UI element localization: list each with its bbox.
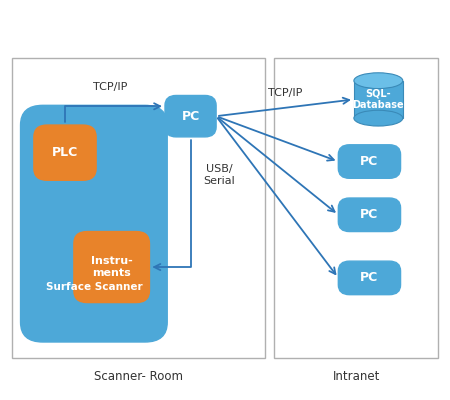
Text: PC: PC xyxy=(360,272,378,284)
FancyBboxPatch shape xyxy=(34,125,96,180)
Text: Surface Scanner: Surface Scanner xyxy=(45,282,142,292)
Text: PLC: PLC xyxy=(52,146,78,159)
FancyBboxPatch shape xyxy=(165,96,216,137)
Text: PC: PC xyxy=(360,208,378,221)
Text: USB/
Serial: USB/ Serial xyxy=(203,164,235,186)
Text: PC: PC xyxy=(360,155,378,168)
Text: TCP/IP: TCP/IP xyxy=(93,82,127,92)
Bar xyxy=(354,81,403,118)
Bar xyxy=(12,58,265,358)
Text: PC: PC xyxy=(181,110,200,123)
FancyBboxPatch shape xyxy=(21,105,167,342)
Text: SQL-
Database: SQL- Database xyxy=(352,89,404,110)
Text: Intranet: Intranet xyxy=(333,370,380,383)
FancyBboxPatch shape xyxy=(74,232,149,302)
Text: Scanner- Room: Scanner- Room xyxy=(94,370,183,383)
Bar xyxy=(274,58,438,358)
Ellipse shape xyxy=(354,73,403,88)
Ellipse shape xyxy=(354,110,403,126)
FancyBboxPatch shape xyxy=(338,261,400,295)
FancyBboxPatch shape xyxy=(338,198,400,232)
FancyBboxPatch shape xyxy=(338,145,400,178)
Text: TCP/IP: TCP/IP xyxy=(268,88,302,98)
Text: Instru-
ments: Instru- ments xyxy=(91,256,133,278)
